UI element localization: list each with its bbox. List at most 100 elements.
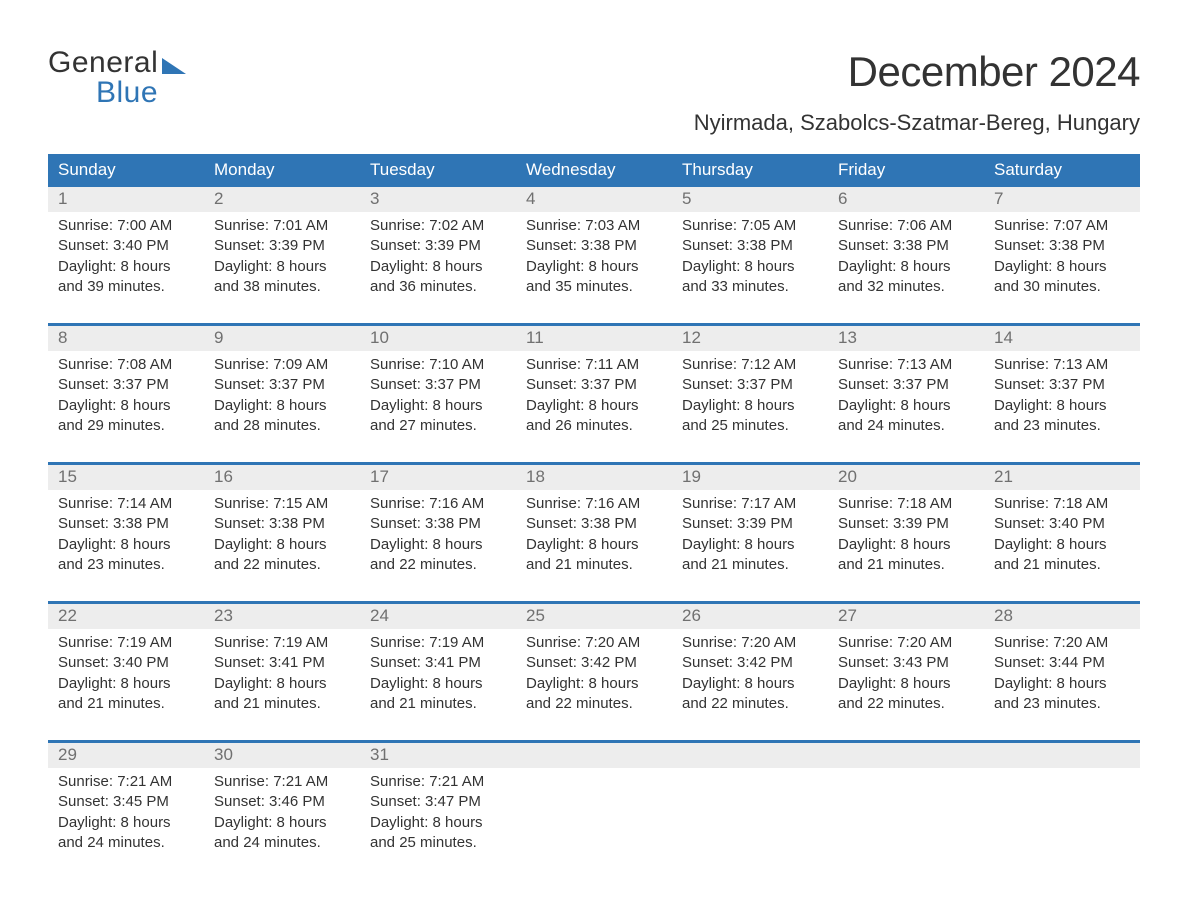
sunset-text: Sunset: 3:39 PM xyxy=(214,236,350,256)
daylight-line2: and 24 minutes. xyxy=(838,416,974,436)
day-cell: Sunrise: 7:16 AMSunset: 3:38 PMDaylight:… xyxy=(516,490,672,601)
daylight-line2: and 21 minutes. xyxy=(994,555,1130,575)
day-cell: Sunrise: 7:02 AMSunset: 3:39 PMDaylight:… xyxy=(360,212,516,323)
day-number: 14 xyxy=(984,326,1140,351)
daylight-line2: and 21 minutes. xyxy=(526,555,662,575)
daylight-line2: and 24 minutes. xyxy=(58,833,194,853)
day-number: 25 xyxy=(516,604,672,629)
sunrise-text: Sunrise: 7:13 AM xyxy=(994,355,1130,375)
day-cell: Sunrise: 7:20 AMSunset: 3:42 PMDaylight:… xyxy=(672,629,828,740)
day-number: 15 xyxy=(48,465,204,490)
day-number: 7 xyxy=(984,187,1140,212)
day-number: 13 xyxy=(828,326,984,351)
sunset-text: Sunset: 3:42 PM xyxy=(682,653,818,673)
sunset-text: Sunset: 3:38 PM xyxy=(370,514,506,534)
day-number: 17 xyxy=(360,465,516,490)
daylight-line1: Daylight: 8 hours xyxy=(682,396,818,416)
sunrise-text: Sunrise: 7:10 AM xyxy=(370,355,506,375)
day-number: 29 xyxy=(48,743,204,768)
daylight-line2: and 38 minutes. xyxy=(214,277,350,297)
sunrise-text: Sunrise: 7:20 AM xyxy=(526,633,662,653)
daylight-line2: and 25 minutes. xyxy=(682,416,818,436)
day-cell: Sunrise: 7:16 AMSunset: 3:38 PMDaylight:… xyxy=(360,490,516,601)
day-cell: Sunrise: 7:12 AMSunset: 3:37 PMDaylight:… xyxy=(672,351,828,462)
sunset-text: Sunset: 3:42 PM xyxy=(526,653,662,673)
day-number: 22 xyxy=(48,604,204,629)
day-cell: Sunrise: 7:01 AMSunset: 3:39 PMDaylight:… xyxy=(204,212,360,323)
daylight-line1: Daylight: 8 hours xyxy=(214,535,350,555)
daylight-line1: Daylight: 8 hours xyxy=(370,535,506,555)
daylight-line1: Daylight: 8 hours xyxy=(370,257,506,277)
sunrise-text: Sunrise: 7:19 AM xyxy=(58,633,194,653)
sunset-text: Sunset: 3:37 PM xyxy=(370,375,506,395)
daylight-line1: Daylight: 8 hours xyxy=(994,396,1130,416)
daylight-line2: and 22 minutes. xyxy=(370,555,506,575)
sunrise-text: Sunrise: 7:07 AM xyxy=(994,216,1130,236)
day-number: 31 xyxy=(360,743,516,768)
day-number: 3 xyxy=(360,187,516,212)
daylight-line2: and 22 minutes. xyxy=(682,694,818,714)
daylight-line1: Daylight: 8 hours xyxy=(58,813,194,833)
sunrise-text: Sunrise: 7:20 AM xyxy=(994,633,1130,653)
daylight-line1: Daylight: 8 hours xyxy=(994,257,1130,277)
sunrise-text: Sunrise: 7:17 AM xyxy=(682,494,818,514)
sunset-text: Sunset: 3:38 PM xyxy=(838,236,974,256)
sunset-text: Sunset: 3:37 PM xyxy=(838,375,974,395)
sunrise-text: Sunrise: 7:15 AM xyxy=(214,494,350,514)
title-block: December 2024 Nyirmada, Szabolcs-Szatmar… xyxy=(694,48,1140,136)
daylight-line2: and 24 minutes. xyxy=(214,833,350,853)
sunset-text: Sunset: 3:37 PM xyxy=(994,375,1130,395)
day-number: 5 xyxy=(672,187,828,212)
sunset-text: Sunset: 3:39 PM xyxy=(838,514,974,534)
sunset-text: Sunset: 3:47 PM xyxy=(370,792,506,812)
sunrise-text: Sunrise: 7:14 AM xyxy=(58,494,194,514)
column-header: Wednesday xyxy=(516,154,672,187)
sunset-text: Sunset: 3:38 PM xyxy=(994,236,1130,256)
logo-top-row: General xyxy=(48,48,186,78)
column-header: Friday xyxy=(828,154,984,187)
sunset-text: Sunset: 3:39 PM xyxy=(370,236,506,256)
sunrise-text: Sunrise: 7:00 AM xyxy=(58,216,194,236)
daylight-line1: Daylight: 8 hours xyxy=(838,674,974,694)
daylight-line2: and 23 minutes. xyxy=(58,555,194,575)
daylight-line1: Daylight: 8 hours xyxy=(994,674,1130,694)
sunset-text: Sunset: 3:46 PM xyxy=(214,792,350,812)
daylight-line2: and 21 minutes. xyxy=(58,694,194,714)
daylight-line1: Daylight: 8 hours xyxy=(682,257,818,277)
sunrise-text: Sunrise: 7:06 AM xyxy=(838,216,974,236)
daylight-line1: Daylight: 8 hours xyxy=(838,396,974,416)
location-subtitle: Nyirmada, Szabolcs-Szatmar-Bereg, Hungar… xyxy=(694,110,1140,136)
day-number xyxy=(672,743,828,768)
sunrise-text: Sunrise: 7:11 AM xyxy=(526,355,662,375)
sunset-text: Sunset: 3:41 PM xyxy=(370,653,506,673)
sunrise-text: Sunrise: 7:09 AM xyxy=(214,355,350,375)
daylight-line1: Daylight: 8 hours xyxy=(526,535,662,555)
sunrise-text: Sunrise: 7:12 AM xyxy=(682,355,818,375)
day-cell: Sunrise: 7:20 AMSunset: 3:44 PMDaylight:… xyxy=(984,629,1140,740)
daylight-line2: and 26 minutes. xyxy=(526,416,662,436)
day-cell: Sunrise: 7:14 AMSunset: 3:38 PMDaylight:… xyxy=(48,490,204,601)
day-cell xyxy=(516,768,672,879)
sunrise-text: Sunrise: 7:20 AM xyxy=(838,633,974,653)
day-number: 9 xyxy=(204,326,360,351)
day-cell xyxy=(984,768,1140,879)
sunset-text: Sunset: 3:38 PM xyxy=(58,514,194,534)
day-number: 23 xyxy=(204,604,360,629)
month-title: December 2024 xyxy=(694,48,1140,96)
day-cell xyxy=(672,768,828,879)
day-number: 18 xyxy=(516,465,672,490)
day-number xyxy=(516,743,672,768)
sunset-text: Sunset: 3:39 PM xyxy=(682,514,818,534)
sunset-text: Sunset: 3:45 PM xyxy=(58,792,194,812)
day-cell: Sunrise: 7:05 AMSunset: 3:38 PMDaylight:… xyxy=(672,212,828,323)
day-cell: Sunrise: 7:19 AMSunset: 3:41 PMDaylight:… xyxy=(360,629,516,740)
day-cell: Sunrise: 7:18 AMSunset: 3:39 PMDaylight:… xyxy=(828,490,984,601)
day-cell: Sunrise: 7:20 AMSunset: 3:43 PMDaylight:… xyxy=(828,629,984,740)
daylight-line2: and 36 minutes. xyxy=(370,277,506,297)
day-cell: Sunrise: 7:15 AMSunset: 3:38 PMDaylight:… xyxy=(204,490,360,601)
day-cell: Sunrise: 7:18 AMSunset: 3:40 PMDaylight:… xyxy=(984,490,1140,601)
day-number: 4 xyxy=(516,187,672,212)
column-header: Saturday xyxy=(984,154,1140,187)
daylight-line1: Daylight: 8 hours xyxy=(58,535,194,555)
sunrise-text: Sunrise: 7:16 AM xyxy=(526,494,662,514)
